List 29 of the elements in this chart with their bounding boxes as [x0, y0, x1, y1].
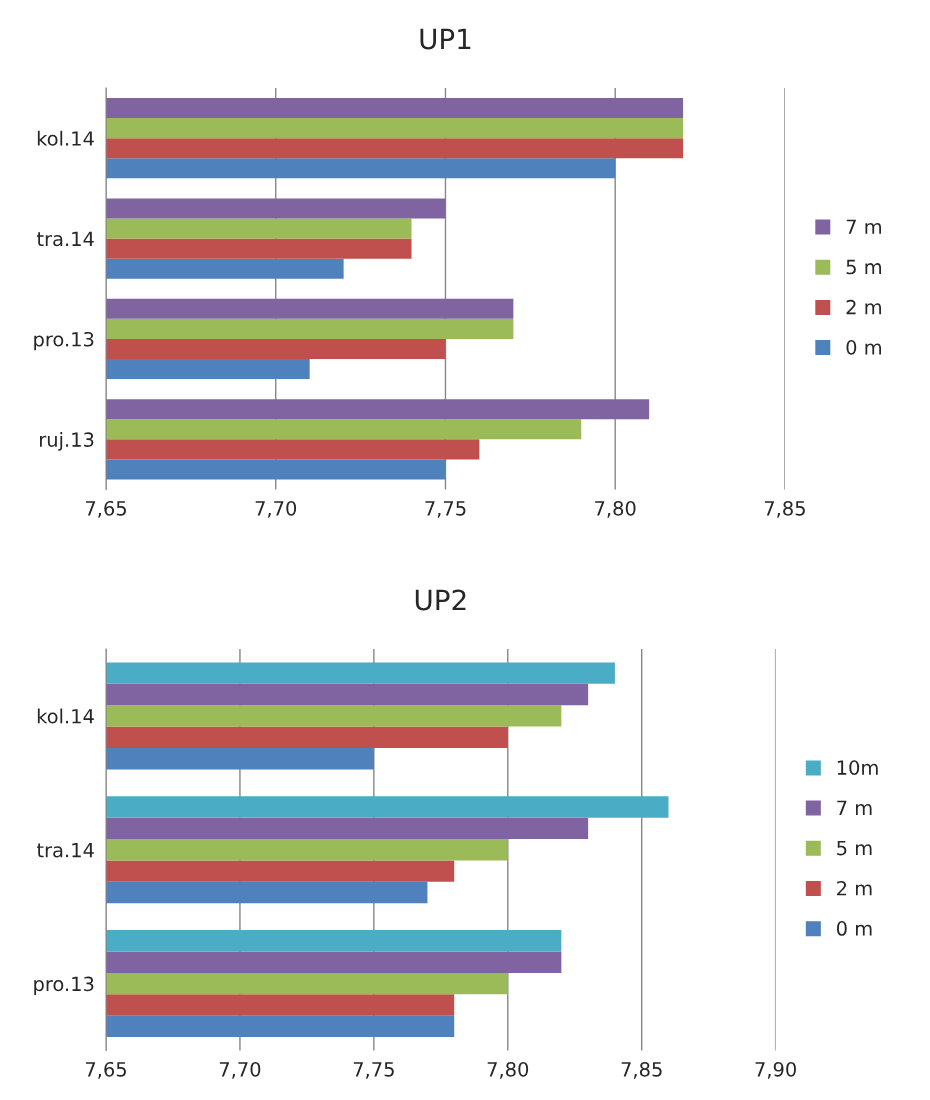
x-tick-label: 7,80: [595, 500, 636, 518]
legend-label: 5 m: [846, 259, 882, 275]
legend-label: 7 m: [846, 219, 882, 234]
y-tick-label: pro.13: [34, 331, 94, 351]
x-tick-label: 7,70: [255, 500, 297, 518]
y-tick-label: pro.13: [34, 976, 94, 996]
y-tick-label: tra.14: [36, 231, 94, 247]
legend-label: 5 m: [837, 840, 872, 856]
legend-label: 2 m: [837, 880, 872, 896]
y-tick-label: tra.14: [36, 842, 94, 858]
x-tick-label: 7,85: [764, 500, 805, 518]
y-tick-label: ruj.13: [40, 431, 94, 451]
chart-title: UP2: [415, 589, 466, 611]
y-tick-label: kol.14: [37, 130, 94, 146]
chart-title: UP1: [420, 28, 471, 50]
x-tick-label: 7,65: [85, 1061, 126, 1079]
x-tick-label: 7,80: [487, 1061, 529, 1079]
legend-label: 7 m: [837, 800, 872, 815]
x-tick-label: 7,75: [353, 1062, 394, 1079]
legend-label: 10m: [837, 760, 878, 775]
legend-label: 0 m: [836, 921, 872, 936]
x-tick-label: 7,85: [621, 1061, 662, 1079]
legend-label: 2 m: [846, 299, 882, 315]
y-tick-label: kol.14: [37, 708, 94, 724]
x-tick-label: 7,70: [219, 1061, 261, 1079]
x-tick-label: 7,75: [425, 501, 466, 518]
legend-label: 0 m: [846, 340, 882, 355]
x-tick-label: 7,65: [85, 500, 126, 518]
x-tick-label: 7,90: [755, 1061, 796, 1079]
